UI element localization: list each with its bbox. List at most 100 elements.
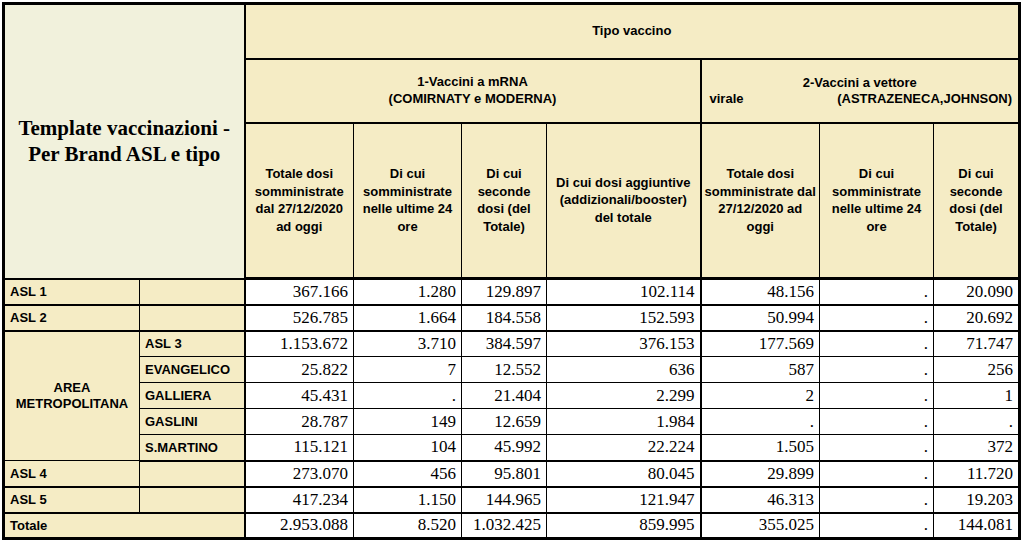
table-row-galliera: GALLIERA 45.431 . 21.404 2.299 2 . 1 xyxy=(4,383,1020,409)
cell-value: 184.558 xyxy=(462,305,547,331)
cell-value: 21.404 xyxy=(462,383,547,409)
cell-value: 367.166 xyxy=(245,279,354,305)
vaccination-table: Template vaccinazioni - Per Brand ASL e … xyxy=(2,2,1021,540)
table-row-gaslini: GASLINI 28.787 149 12.659 1.984 . . . xyxy=(4,409,1020,435)
cell-value: 372 xyxy=(934,435,1020,461)
col-header-total-mrna: Totale dosi somministrate dal 27/12/2020… xyxy=(245,123,354,279)
col-header-second-doses-mrna: Di cui seconde dosi (del Totale) xyxy=(462,123,547,279)
cell-value: . xyxy=(701,409,820,435)
cell-value: 19.203 xyxy=(934,487,1020,513)
mrna-group-header: 1-Vaccini a mRNA (COMIRNATY e MODERNA) xyxy=(245,59,701,123)
cell-value: . xyxy=(820,279,934,305)
tipo-vaccino-header: Tipo vaccino xyxy=(245,4,1020,59)
cell-value: 8.520 xyxy=(354,513,462,539)
row-sublabel: EVANGELICO xyxy=(140,357,245,383)
cell-value: . xyxy=(820,409,934,435)
row-sublabel: S.MARTINO xyxy=(140,435,245,461)
table-row-evangelico: EVANGELICO 25.822 7 12.552 636 587 . 256 xyxy=(4,357,1020,383)
viral-vector-group-header: 2-Vaccini a vettore virale (ASTRAZENECA,… xyxy=(701,59,1020,123)
cell-value: 2 xyxy=(701,383,820,409)
cell-value: 29.899 xyxy=(701,461,820,487)
cell-value: 50.994 xyxy=(701,305,820,331)
cell-value: 45.992 xyxy=(462,435,547,461)
col-header-last24-viral: Di cui somministrate nelle ultime 24 ore xyxy=(820,123,934,279)
col-header-second-doses-viral: Di cui seconde dosi (del Totale) xyxy=(934,123,1020,279)
table-row-smartino: S.MARTINO 115.121 104 45.992 22.224 1.50… xyxy=(4,435,1020,461)
cell-value: 48.156 xyxy=(701,279,820,305)
cell-value: 376.153 xyxy=(547,331,701,357)
mrna-group-line1: 1-Vaccini a mRNA xyxy=(246,74,700,91)
cell-value: 587 xyxy=(701,357,820,383)
cell-value: . xyxy=(354,383,462,409)
cell-value: 102.114 xyxy=(547,279,701,305)
cell-value: 256 xyxy=(934,357,1020,383)
row-sublabel: GASLINI xyxy=(140,409,245,435)
cell-value: 28.787 xyxy=(245,409,354,435)
cell-value: 144.965 xyxy=(462,487,547,513)
cell-value: 115.121 xyxy=(245,435,354,461)
row-sublabel-empty xyxy=(140,279,245,305)
cell-value: . xyxy=(820,357,934,383)
row-sublabel-empty xyxy=(140,305,245,331)
table-row-asl2: ASL 2 526.785 1.664 184.558 152.593 50.9… xyxy=(4,305,1020,331)
mrna-group-line2: (COMIRNATY e MODERNA) xyxy=(246,91,700,108)
cell-value: . xyxy=(820,513,934,539)
cell-value: 149 xyxy=(354,409,462,435)
row-label: ASL 5 xyxy=(4,487,140,513)
cell-value: 12.552 xyxy=(462,357,547,383)
cell-value: 1.150 xyxy=(354,487,462,513)
cell-value: 1.505 xyxy=(701,435,820,461)
table-row-asl3: AREA METROPOLITANA ASL 3 1.153.672 3.710… xyxy=(4,331,1020,357)
row-label: ASL 4 xyxy=(4,461,140,487)
page-title: Template vaccinazioni - Per Brand ASL e … xyxy=(4,4,245,279)
cell-value: 45.431 xyxy=(245,383,354,409)
cell-value: . xyxy=(820,435,934,461)
row-label: ASL 1 xyxy=(4,279,140,305)
cell-value: 121.947 xyxy=(547,487,701,513)
cell-value: 71.747 xyxy=(934,331,1020,357)
cell-value: . xyxy=(934,409,1020,435)
cell-value: 859.995 xyxy=(547,513,701,539)
cell-value: 2.953.088 xyxy=(245,513,354,539)
table-row-asl5: ASL 5 417.234 1.150 144.965 121.947 46.3… xyxy=(4,487,1020,513)
cell-value: 2.299 xyxy=(547,383,701,409)
cell-value: 1.664 xyxy=(354,305,462,331)
cell-value: 526.785 xyxy=(245,305,354,331)
viral-vector-brands-label: (ASTRAZENECA,JOHNSON) xyxy=(837,91,1012,106)
cell-value: 3.710 xyxy=(354,331,462,357)
row-label-area-metropolitana: AREA METROPOLITANA xyxy=(4,331,140,461)
cell-value: 152.593 xyxy=(547,305,701,331)
cell-value: 273.070 xyxy=(245,461,354,487)
cell-value: 104 xyxy=(354,435,462,461)
cell-value: 95.801 xyxy=(462,461,547,487)
viral-vector-group-line1: 2-Vaccini a vettore xyxy=(702,75,1019,92)
cell-value: . xyxy=(820,383,934,409)
cell-value: 11.720 xyxy=(934,461,1020,487)
viral-vector-group-line2: virale (ASTRAZENECA,JOHNSON) xyxy=(702,91,1019,106)
col-header-last24-mrna: Di cui somministrate nelle ultime 24 ore xyxy=(354,123,462,279)
cell-value: 129.897 xyxy=(462,279,547,305)
row-sublabel: GALLIERA xyxy=(140,383,245,409)
cell-value: 636 xyxy=(547,357,701,383)
row-sublabel-empty xyxy=(140,487,245,513)
col-header-booster-mrna: Di cui dosi aggiuntive (addizionali/boos… xyxy=(547,123,701,279)
row-sublabel-empty xyxy=(140,461,245,487)
cell-value: 177.569 xyxy=(701,331,820,357)
cell-value: 7 xyxy=(354,357,462,383)
header-row-tipo-vaccino: Template vaccinazioni - Per Brand ASL e … xyxy=(4,4,1020,59)
cell-value: 384.597 xyxy=(462,331,547,357)
cell-value: 456 xyxy=(354,461,462,487)
cell-value: 144.081 xyxy=(934,513,1020,539)
row-sublabel: ASL 3 xyxy=(140,331,245,357)
cell-value: . xyxy=(820,461,934,487)
cell-value: 12.659 xyxy=(462,409,547,435)
cell-value: 355.025 xyxy=(701,513,820,539)
table-row-asl1: ASL 1 367.166 1.280 129.897 102.114 48.1… xyxy=(4,279,1020,305)
cell-value: 20.090 xyxy=(934,279,1020,305)
table-row-asl4: ASL 4 273.070 456 95.801 80.045 29.899 .… xyxy=(4,461,1020,487)
cell-value: 25.822 xyxy=(245,357,354,383)
table-row-totale: Totale 2.953.088 8.520 1.032.425 859.995… xyxy=(4,513,1020,539)
cell-value: 1.280 xyxy=(354,279,462,305)
col-header-total-viral: Totale dosi somministrate dal 27/12/2020… xyxy=(701,123,820,279)
cell-value: 46.313 xyxy=(701,487,820,513)
